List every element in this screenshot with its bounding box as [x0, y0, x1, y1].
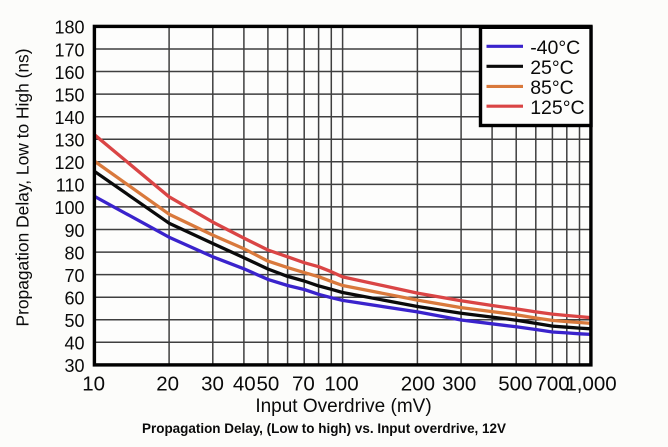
svg-text:50: 50: [64, 311, 84, 331]
svg-text:-40°C: -40°C: [530, 37, 580, 59]
svg-text:100: 100: [324, 373, 358, 396]
svg-text:700: 700: [535, 373, 569, 396]
svg-text:40: 40: [64, 334, 84, 354]
svg-text:500: 500: [498, 373, 532, 396]
svg-text:170: 170: [54, 40, 84, 60]
svg-text:90: 90: [64, 221, 84, 241]
svg-text:50: 50: [256, 373, 279, 396]
svg-text:Input Overdrive (mV): Input Overdrive (mV): [255, 396, 431, 417]
svg-text:10: 10: [82, 373, 105, 396]
svg-text:120: 120: [54, 153, 84, 173]
svg-text:1,000: 1,000: [565, 373, 616, 396]
svg-text:40: 40: [233, 373, 256, 396]
svg-text:80: 80: [64, 243, 84, 263]
svg-text:85°C: 85°C: [530, 77, 574, 99]
svg-text:100: 100: [54, 198, 84, 218]
svg-text:30: 30: [201, 373, 224, 396]
svg-text:30: 30: [64, 356, 84, 376]
svg-text:125°C: 125°C: [530, 97, 584, 119]
svg-text:200: 200: [401, 373, 435, 396]
svg-text:160: 160: [54, 63, 84, 83]
svg-text:130: 130: [54, 131, 84, 151]
svg-text:300: 300: [442, 373, 476, 396]
svg-text:Propagation Delay, (Low to hig: Propagation Delay, (Low to high) vs. Inp…: [142, 421, 506, 437]
svg-text:20: 20: [156, 373, 179, 396]
svg-text:180: 180: [54, 18, 84, 38]
svg-text:60: 60: [64, 289, 84, 309]
svg-text:Propagation Delay, Low to High: Propagation Delay, Low to High (ns): [13, 48, 33, 326]
svg-text:140: 140: [54, 108, 84, 128]
svg-text:70: 70: [64, 266, 84, 286]
svg-text:110: 110: [56, 176, 85, 196]
svg-text:150: 150: [54, 85, 84, 105]
svg-text:70: 70: [292, 373, 315, 396]
svg-text:25°C: 25°C: [530, 57, 574, 79]
